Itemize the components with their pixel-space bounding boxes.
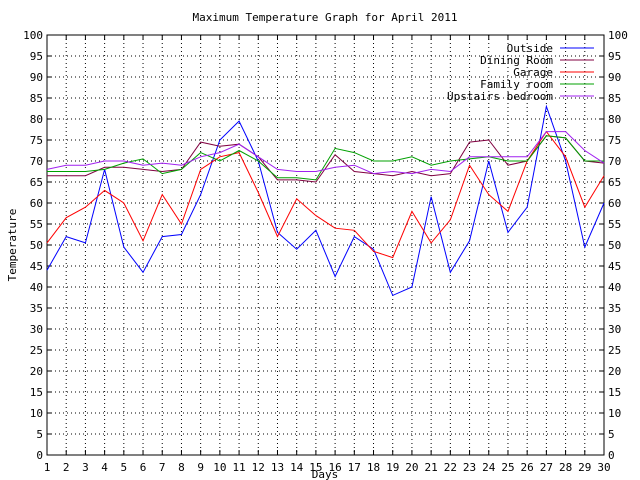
- y-tick-label-left: 50: [30, 239, 43, 252]
- y-tick-label-left: 85: [30, 92, 43, 105]
- legend-label: Upstairs bedroom: [447, 90, 553, 103]
- series-line-dining-room: [47, 135, 605, 183]
- x-tick-label: 1: [44, 461, 51, 474]
- x-tick-label: 12: [252, 461, 265, 474]
- y-tick-label-right: 10: [608, 407, 621, 420]
- y-tick-label-left: 40: [30, 281, 43, 294]
- x-tick-label: 3: [82, 461, 89, 474]
- y-tick-label-right: 15: [608, 386, 621, 399]
- y-tick-label-left: 30: [30, 323, 43, 336]
- x-tick-label: 8: [178, 461, 185, 474]
- y-tick-label-right: 25: [608, 344, 621, 357]
- y-tick-label-left: 60: [30, 197, 43, 210]
- grid: [47, 35, 604, 455]
- series-lines: [46, 104, 605, 297]
- x-tick-label: 27: [540, 461, 553, 474]
- x-tick-label: 9: [197, 461, 204, 474]
- x-tick-label: 17: [348, 461, 361, 474]
- y-tick-label-left: 20: [30, 365, 43, 378]
- y-tick-label-right: 60: [608, 197, 621, 210]
- y-tick-label-left: 95: [30, 50, 43, 63]
- y-tick-label-left: 55: [30, 218, 43, 231]
- y-tick-label-left: 10: [30, 407, 43, 420]
- x-tick-label: 30: [597, 461, 610, 474]
- y-tick-label-left: 90: [30, 71, 43, 84]
- x-axis-label: Days: [312, 468, 339, 480]
- x-tick-label: 4: [101, 461, 108, 474]
- y-tick-label-left: 70: [30, 155, 43, 168]
- y-tick-label-left: 0: [36, 449, 43, 462]
- x-tick-label: 19: [386, 461, 399, 474]
- y-tick-label-right: 70: [608, 155, 621, 168]
- x-tick-label: 23: [463, 461, 476, 474]
- x-tick-label: 21: [425, 461, 438, 474]
- x-tick-label: 15: [309, 461, 322, 474]
- x-tick-label: 28: [559, 461, 572, 474]
- x-tick-label: 13: [271, 461, 284, 474]
- legend-label: Outside: [507, 42, 553, 55]
- legend-label: Family room: [480, 78, 553, 91]
- y-tick-label-right: 85: [608, 92, 621, 105]
- series-line-family-room: [47, 135, 604, 181]
- y-tick-label-right: 35: [608, 302, 621, 315]
- x-tick-label: 11: [232, 461, 245, 474]
- x-tick-label: 25: [501, 461, 514, 474]
- x-tick-label: 16: [328, 461, 341, 474]
- y-tick-label-right: 90: [608, 71, 621, 84]
- y-tick-label-right: 20: [608, 365, 621, 378]
- x-tick-label: 22: [444, 461, 457, 474]
- y-tick-label-left: 65: [30, 176, 43, 189]
- x-tick-label: 2: [63, 461, 70, 474]
- y-tick-label-left: 75: [30, 134, 43, 147]
- y-tick-label-right: 30: [608, 323, 621, 336]
- y-tick-label-left: 45: [30, 260, 43, 273]
- x-tick-label: 7: [159, 461, 166, 474]
- x-tick-label: 14: [290, 461, 304, 474]
- x-tick-label: 26: [521, 461, 534, 474]
- y-tick-label-left: 5: [36, 428, 43, 441]
- y-tick-label-right: 100: [608, 29, 628, 42]
- y-tick-label-right: 5: [608, 428, 615, 441]
- y-tick-label-right: 50: [608, 239, 621, 252]
- series-line-outside: [46, 104, 605, 297]
- y-tick-label-right: 80: [608, 113, 621, 126]
- x-tick-label: 5: [121, 461, 128, 474]
- y-tick-label-right: 55: [608, 218, 621, 231]
- y-tick-label-left: 80: [30, 113, 43, 126]
- y-tick-label-left: 100: [23, 29, 43, 42]
- legend-label: Dining Room: [480, 54, 553, 67]
- x-tick-label: 20: [405, 461, 418, 474]
- x-tick-label: 6: [140, 461, 147, 474]
- y-tick-label-left: 15: [30, 386, 43, 399]
- y-tick-label-right: 40: [608, 281, 621, 294]
- series-line-upstairs-bedroom: [46, 131, 605, 175]
- chart-title: Maximum Temperature Graph for April 2011: [193, 11, 458, 24]
- y-tick-label-right: 65: [608, 176, 621, 189]
- x-tick-label: 24: [482, 461, 496, 474]
- y-tick-label-right: 0: [608, 449, 615, 462]
- y-tick-label-right: 75: [608, 134, 621, 147]
- y-tick-label-left: 35: [30, 302, 43, 315]
- legend-label: Garage: [513, 66, 553, 79]
- y-tick-label-right: 45: [608, 260, 621, 273]
- x-tick-label: 18: [367, 461, 380, 474]
- y-axis-label: Temperature: [6, 209, 19, 282]
- x-tick-label: 29: [578, 461, 591, 474]
- x-tick-label: 10: [213, 461, 226, 474]
- y-tick-label-right: 95: [608, 50, 621, 63]
- series-line-garage: [46, 130, 605, 259]
- y-tick-label-left: 25: [30, 344, 43, 357]
